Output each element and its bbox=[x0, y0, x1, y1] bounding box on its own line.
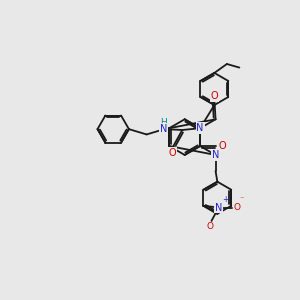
Text: ⁻: ⁻ bbox=[240, 195, 244, 204]
Text: N: N bbox=[160, 124, 167, 134]
Text: O: O bbox=[218, 141, 226, 151]
Text: O: O bbox=[207, 222, 214, 231]
Text: O: O bbox=[169, 148, 176, 158]
Text: N: N bbox=[215, 202, 222, 213]
Text: O: O bbox=[211, 92, 218, 101]
Text: +: + bbox=[223, 195, 229, 204]
Text: N: N bbox=[212, 150, 219, 160]
Text: H: H bbox=[160, 118, 167, 127]
Text: N: N bbox=[196, 123, 204, 133]
Text: O: O bbox=[233, 203, 240, 212]
